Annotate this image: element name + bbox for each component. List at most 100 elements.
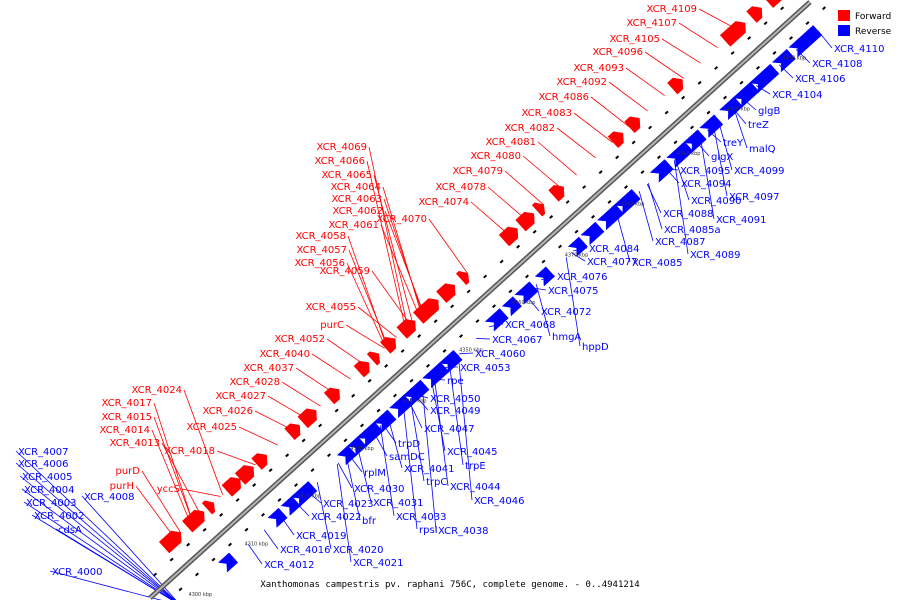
forward-gene (531, 202, 546, 217)
reverse-gene-label: XCR_4068 (505, 320, 556, 331)
reverse-gene-label: XCR_4067 (492, 335, 543, 346)
reverse-gene (422, 361, 450, 389)
forward-gene (548, 185, 565, 202)
reverse-leader-line (409, 397, 425, 482)
reverse-leader-line (19, 475, 175, 600)
reverse-gene-label: XCR_4075 (548, 286, 599, 297)
reverse-gene (217, 552, 239, 573)
forward-leader-line (311, 353, 351, 380)
axis-marker (475, 319, 480, 324)
reverse-gene (699, 114, 724, 138)
legend-reverse-swatch (838, 25, 850, 36)
forward-gene-label: XCR_4024 (131, 385, 182, 396)
axis-marker (483, 274, 488, 279)
forward-gene (396, 319, 416, 339)
reverse-gene-label: XCR_4085 (632, 258, 683, 269)
reverse-gene (567, 236, 588, 257)
axis-marker (343, 438, 348, 443)
axis-marker (763, 21, 768, 26)
forward-gene-label: XCR_4037 (243, 363, 294, 374)
forward-leader-line (345, 324, 385, 349)
forward-leader-line (487, 186, 527, 221)
axis-marker (360, 423, 364, 428)
reverse-gene-label: XCR_4033 (396, 512, 447, 523)
reverse-gene (748, 63, 780, 94)
reverse-gene-label: XCR_4030 (354, 484, 405, 495)
label-leader-lines (15, 8, 833, 600)
reverse-leader-line (337, 462, 353, 489)
reverse-gene-label: hppD (582, 342, 609, 353)
reverse-gene-label: XCR_4090 (691, 196, 742, 207)
reverse-gene-label: bfr (362, 516, 377, 527)
axis-marker (673, 140, 678, 145)
axis-marker (624, 185, 628, 189)
reverse-gene-label: XCR_4099 (734, 166, 785, 177)
reverse-gene (719, 96, 744, 121)
forward-leader-line (181, 488, 221, 497)
forward-leader-line (470, 201, 510, 236)
axis-tick-label: 4400 kbp (726, 106, 750, 112)
reverse-gene (402, 379, 430, 407)
forward-leader-line (238, 426, 278, 446)
forward-gene-label: purH (110, 481, 134, 492)
reverse-gene (649, 159, 674, 183)
reverse-gene-label: XCR_4021 (353, 558, 404, 569)
reverse-gene (484, 308, 509, 332)
forward-gene-label: XCR_4074 (418, 197, 469, 208)
forward-leader-line (216, 450, 256, 466)
forward-leader-line (537, 141, 577, 176)
forward-leader-line (141, 470, 181, 533)
reverse-gene (666, 141, 694, 168)
axis-marker (549, 214, 554, 219)
reverse-gene (613, 188, 641, 216)
axis-marker (492, 304, 496, 309)
forward-gene-label: XCR_4062 (332, 206, 383, 217)
forward-gene-label: XCR_4040 (259, 349, 310, 360)
axis-marker (607, 199, 612, 204)
forward-leader-line (346, 262, 386, 348)
axis-marker (228, 542, 232, 547)
reverse-gene-label: XCR_4000 (52, 567, 103, 578)
reverse-gene-label: XCR_4022 (311, 512, 362, 523)
forward-gene (607, 131, 624, 149)
forward-leader-line (678, 22, 718, 49)
axis-marker (747, 36, 752, 41)
reverse-gene-label: trpD (398, 439, 420, 450)
axis-marker (426, 363, 430, 368)
reverse-gene-label: trpC (426, 477, 447, 488)
forward-leader-line (366, 160, 407, 330)
reverse-gene-label: XCR_4091 (716, 215, 767, 226)
reverse-leader-line (565, 257, 581, 347)
forward-leader-line (522, 155, 562, 189)
axis-marker (648, 125, 653, 130)
reverse-gene-label: rpsI (419, 525, 438, 536)
reverse-gene (534, 266, 555, 287)
reverse-gene-label: rpe (447, 376, 464, 387)
forward-gene-label: XCR_4014 (99, 425, 150, 436)
axis-marker (376, 408, 381, 413)
reverse-leader-line (316, 481, 332, 550)
reverse-leader-line (15, 450, 176, 600)
forward-gene (436, 283, 456, 304)
reverse-gene-label: XCR_4044 (450, 482, 501, 493)
forward-gene-label: XCR_4061 (328, 220, 379, 231)
reverse-leader-line (55, 528, 173, 600)
forward-gene (515, 211, 535, 232)
reverse-leader-line (402, 404, 418, 530)
axis-marker (202, 527, 207, 532)
forward-gene-label: XCR_4096 (592, 47, 643, 58)
axis-marker (244, 527, 249, 532)
forward-leader-line (590, 96, 630, 128)
axis-marker (640, 170, 645, 175)
axis-marker (268, 468, 273, 473)
axis-marker (508, 289, 513, 294)
reverse-gene-label: treZ (748, 120, 769, 131)
axis-marker (558, 244, 562, 249)
forward-gene (765, 0, 783, 8)
reverse-leader-line (15, 462, 176, 600)
forward-leader-line (661, 38, 701, 64)
reverse-gene-label: XCR_4047 (424, 424, 475, 435)
forward-gene-label: XCR_4017 (101, 398, 152, 409)
reverse-gene-label: XCR_4104 (772, 90, 823, 101)
